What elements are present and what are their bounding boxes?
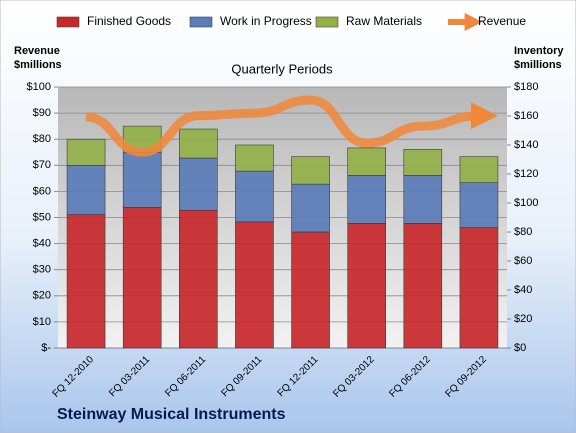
y2-tick-label: $60 xyxy=(514,255,532,267)
y-tick-label: $60 xyxy=(33,185,51,197)
legend-label: Raw Materials xyxy=(346,14,422,28)
bar-segment xyxy=(459,156,499,184)
bar-segment xyxy=(347,175,386,224)
revenue-line xyxy=(85,95,498,157)
y-tick-label: $100 xyxy=(27,81,51,93)
bar-segment xyxy=(179,157,218,211)
y2-tick-label: $100 xyxy=(514,197,538,209)
y2-tick-label: $160 xyxy=(514,110,538,122)
y-tick-label: $20 xyxy=(33,290,51,302)
legend-label: Work in Progress xyxy=(220,14,312,28)
y2-tick-label: $80 xyxy=(514,226,532,238)
bar-segment xyxy=(403,175,443,224)
legend-label: Revenue xyxy=(478,14,526,28)
bar-segment xyxy=(66,214,106,349)
y2-tick-label: $180 xyxy=(514,81,538,93)
bar-segment xyxy=(66,165,106,215)
y2-tick-label: $0 xyxy=(514,342,526,354)
bar-segment xyxy=(459,227,499,349)
y-tick-label: $40 xyxy=(33,238,51,250)
bar-segment xyxy=(291,156,330,185)
bar-segment xyxy=(403,149,443,176)
bar-segment xyxy=(403,223,443,349)
legend-label: Finished Goods xyxy=(87,14,171,28)
y2-tick-label: $120 xyxy=(514,168,538,180)
bar-segment xyxy=(179,128,218,159)
bar-segment xyxy=(235,170,274,223)
legend-swatch xyxy=(189,16,213,28)
bar-segment xyxy=(66,138,106,166)
bar-segment xyxy=(235,221,274,349)
chart-title: Quarterly Periods xyxy=(231,61,333,76)
bar-segment xyxy=(291,183,330,233)
bar-segment xyxy=(347,147,386,176)
caption: Steinway Musical Instruments xyxy=(57,406,286,423)
y-tick-label: $80 xyxy=(33,133,51,145)
bar-segment xyxy=(459,182,499,228)
y2-axis-title: Inventory $millions xyxy=(514,45,564,71)
y-tick-label: $30 xyxy=(33,264,51,276)
bar-segment xyxy=(122,151,162,208)
y-tick-label: $10 xyxy=(33,316,51,328)
y-tick-label: $50 xyxy=(33,211,51,223)
y-tick-label: $- xyxy=(41,342,51,354)
bar-segment xyxy=(291,231,330,349)
y-tick-label: $90 xyxy=(33,107,51,119)
y-tick-label: $70 xyxy=(33,159,51,171)
y2-tick-label: $40 xyxy=(514,284,532,296)
legend-swatch xyxy=(315,16,339,28)
bar-segment xyxy=(347,223,386,349)
bar-segment xyxy=(235,144,274,172)
bar-segment xyxy=(122,207,162,349)
legend-swatch xyxy=(56,16,80,28)
bar-segment xyxy=(179,209,218,349)
y-axis-title: Revenue $millions xyxy=(14,45,62,71)
y2-tick-label: $20 xyxy=(514,313,532,325)
y2-tick-label: $140 xyxy=(514,139,538,151)
